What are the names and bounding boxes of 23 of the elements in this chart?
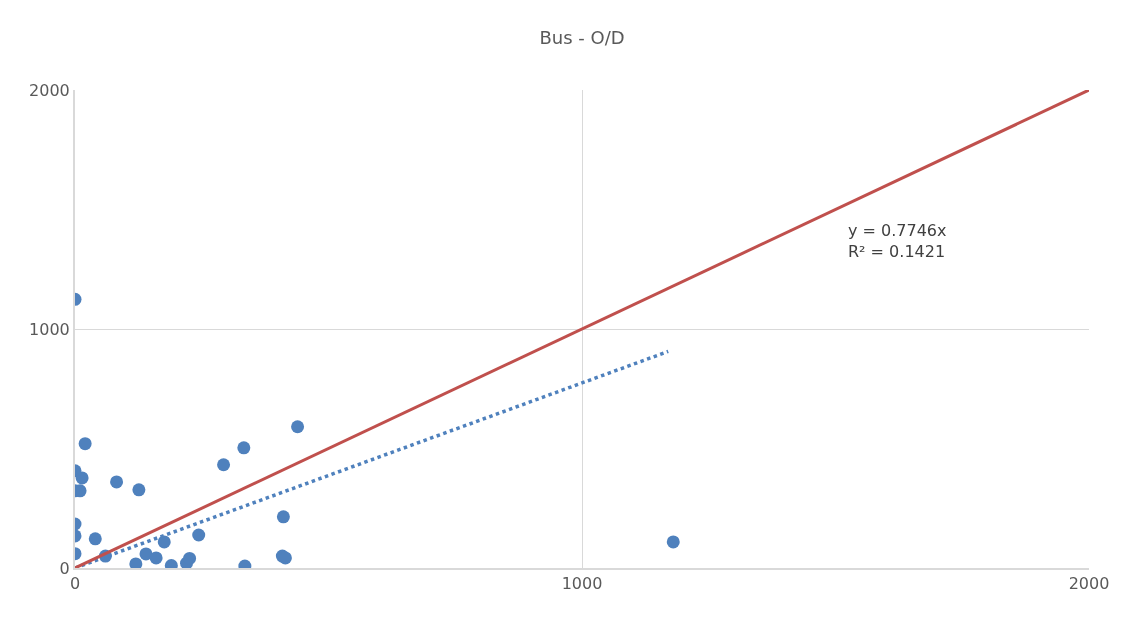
point <box>192 528 206 542</box>
point <box>237 441 251 455</box>
point <box>149 551 163 565</box>
point <box>276 510 290 524</box>
point <box>88 532 102 546</box>
x-tick-label: 2000 <box>1068 574 1110 594</box>
chart-title: Bus - O/D <box>539 26 625 48</box>
point <box>217 458 231 472</box>
point <box>75 484 87 498</box>
point <box>78 437 92 451</box>
y-tick-label: 0 <box>59 558 70 578</box>
point <box>132 483 146 497</box>
point <box>183 551 197 565</box>
annotation: y = 0.7746x R² = 0.1421 <box>848 221 947 261</box>
point <box>110 475 124 489</box>
y-tick-label: 2000 <box>29 80 70 100</box>
y-tick-label: 1000 <box>29 319 70 339</box>
point <box>666 535 680 549</box>
point <box>129 557 143 568</box>
point <box>75 471 89 485</box>
x-tick-label: 1000 <box>561 574 603 594</box>
point <box>157 535 171 549</box>
point <box>291 420 305 434</box>
